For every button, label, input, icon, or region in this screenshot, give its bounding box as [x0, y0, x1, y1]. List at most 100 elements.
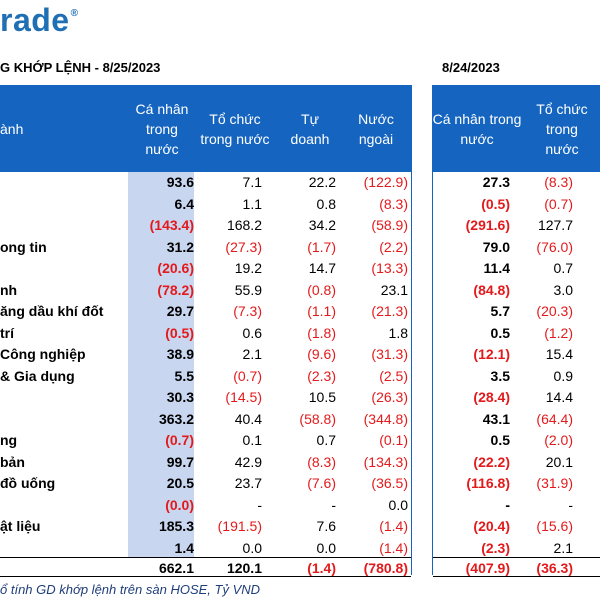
- sector-name: trí: [0, 324, 14, 341]
- value-cell: (0.7): [233, 367, 262, 384]
- value-cell: 10.5: [308, 389, 336, 405]
- value-cell: 7.1: [242, 174, 262, 190]
- value-cell: 3.0: [553, 281, 573, 298]
- value-cell: (0.5): [481, 195, 510, 212]
- table-row: 93.6 7.1 22.2 (122.9) 27.3 (8.3): [0, 172, 600, 194]
- value-cell: 5.5: [174, 367, 194, 384]
- value-cell: 99.7: [166, 453, 194, 470]
- value-cell: (0.1): [379, 432, 408, 448]
- value-cell: (1.7): [307, 238, 336, 255]
- value-cell: (78.2): [157, 281, 194, 298]
- value-cell: 30.3: [166, 389, 194, 405]
- header-right: Cá nhân trong nước Tổ chức trong nước: [432, 85, 600, 172]
- sector-name: ăng dầu khí đốt: [0, 303, 104, 319]
- value-cell: 5.7: [490, 303, 510, 319]
- value-cell: -: [257, 496, 262, 513]
- value-cell: 31.2: [166, 238, 194, 255]
- table-title-right: 8/24/2023: [442, 60, 500, 75]
- table-row: ong tin 31.2 (27.3) (1.7) (2.2) 79.0 (76.0): [0, 237, 600, 259]
- value-cell: 2.1: [553, 539, 573, 556]
- header-left: ành Cá nhân trong nước Tổ chức trong nướ…: [0, 85, 412, 172]
- value-cell: (407.9): [465, 560, 510, 576]
- value-cell: 0.0: [388, 496, 408, 513]
- bottom-line-left: [0, 576, 411, 577]
- header-ca-nhan: Cá nhân trong nước: [135, 100, 189, 157]
- value-cell: 93.6: [166, 174, 194, 190]
- value-cell: (2.3): [481, 539, 510, 556]
- value-cell: (8.3): [307, 453, 336, 470]
- value-cell: -: [568, 496, 573, 513]
- value-cell: 0.8: [316, 195, 336, 212]
- sector-name: đồ uống: [0, 475, 56, 491]
- sector-name: ật liệu: [0, 518, 41, 534]
- value-cell: -: [505, 496, 510, 513]
- value-cell: (0.7): [544, 195, 573, 212]
- value-cell: 29.7: [166, 303, 194, 319]
- value-cell: 27.3: [482, 174, 510, 190]
- value-cell: 0.6: [242, 324, 262, 341]
- value-cell: (780.8): [363, 560, 408, 576]
- value-cell: (84.8): [473, 281, 510, 298]
- table-row: ng (0.7) 0.1 0.7 (0.1) 0.5 (2.0): [0, 430, 600, 452]
- table-row: ăng dầu khí đốt 29.7 (7.3) (1.1) (21.3) 5.7 (2…: [0, 301, 600, 323]
- value-cell: (14.5): [225, 389, 262, 405]
- value-cell: (134.3): [363, 453, 408, 470]
- value-cell: 19.2: [234, 260, 262, 276]
- value-cell: 55.9: [234, 281, 262, 298]
- highlight-col-left: [128, 172, 194, 558]
- value-cell: (36.5): [371, 475, 408, 491]
- value-cell: 363.2: [158, 410, 194, 427]
- value-cell: 1.4: [174, 539, 194, 556]
- table-right-border: [432, 85, 600, 575]
- value-cell: 0.0: [316, 539, 336, 556]
- table-row: 30.3 (14.5) 10.5 (26.3) (28.4) 14.4: [0, 387, 600, 409]
- table-row: đồ uống 20.5 23.7 (7.6) (36.5) (116.8) (31.9): [0, 473, 600, 495]
- value-cell: (20.3): [536, 303, 573, 319]
- value-cell: (0.8): [307, 281, 336, 298]
- value-cell: 0.7: [553, 260, 573, 276]
- total-separator-left: [0, 557, 411, 558]
- value-cell: 3.5: [490, 367, 510, 384]
- value-cell: 0.7: [316, 432, 336, 448]
- value-cell: (7.3): [233, 303, 262, 319]
- header-to-chuc: Tổ chức trong nước: [200, 110, 270, 147]
- sector-name: Công nghiệp: [0, 346, 86, 362]
- value-cell: 1.1: [242, 195, 262, 212]
- value-cell: (31.3): [371, 346, 408, 362]
- value-cell: (191.5): [217, 518, 262, 534]
- value-cell: 14.7: [308, 260, 336, 276]
- header-name: ành: [0, 120, 24, 137]
- table-row: 363.2 40.4 (58.8) (344.8) 43.1 (64.4): [0, 409, 600, 431]
- value-cell: (2.5): [379, 367, 408, 384]
- value-cell: 23.1: [380, 281, 408, 298]
- header-right-to-chuc: Tổ chức trong nước: [536, 100, 588, 157]
- value-cell: 6.4: [174, 195, 194, 212]
- value-cell: (15.6): [536, 518, 573, 534]
- value-cell: -: [331, 496, 336, 513]
- value-cell: (22.2): [473, 453, 510, 470]
- value-cell: 20.1: [545, 453, 573, 470]
- value-cell: 1.8: [388, 324, 408, 341]
- bottom-line-right: [433, 576, 600, 577]
- value-cell: (9.6): [307, 346, 336, 362]
- value-cell: (344.8): [363, 410, 408, 427]
- value-cell: 0.9: [553, 367, 573, 384]
- value-cell: (58.9): [371, 217, 408, 233]
- value-cell: (21.3): [371, 303, 408, 319]
- value-cell: 120.1: [226, 560, 262, 576]
- table-title-left: G KHỚP LỆNH - 8/25/2023: [0, 60, 161, 75]
- table-row: nh (78.2) 55.9 (0.8) 23.1 (84.8) 3.0: [0, 280, 600, 302]
- footnote: ổ tính GD khớp lệnh trên sàn HOSE, Tỷ VN…: [0, 582, 261, 597]
- value-cell: (0.5): [165, 324, 194, 341]
- value-cell: 20.5: [166, 475, 194, 491]
- table-row: Công nghiệp 38.9 2.1 (9.6) (31.3) (12.1) 15.4: [0, 344, 600, 366]
- value-cell: 0.5: [490, 324, 510, 341]
- value-cell: (2.3): [307, 367, 336, 384]
- value-cell: (1.8): [307, 324, 336, 341]
- value-cell: (64.4): [536, 410, 573, 427]
- value-cell: (116.8): [466, 475, 510, 491]
- value-cell: 22.2: [308, 174, 336, 190]
- total-separator-right: [433, 557, 600, 558]
- value-cell: (12.1): [473, 346, 510, 362]
- sector-name: bản: [0, 453, 25, 470]
